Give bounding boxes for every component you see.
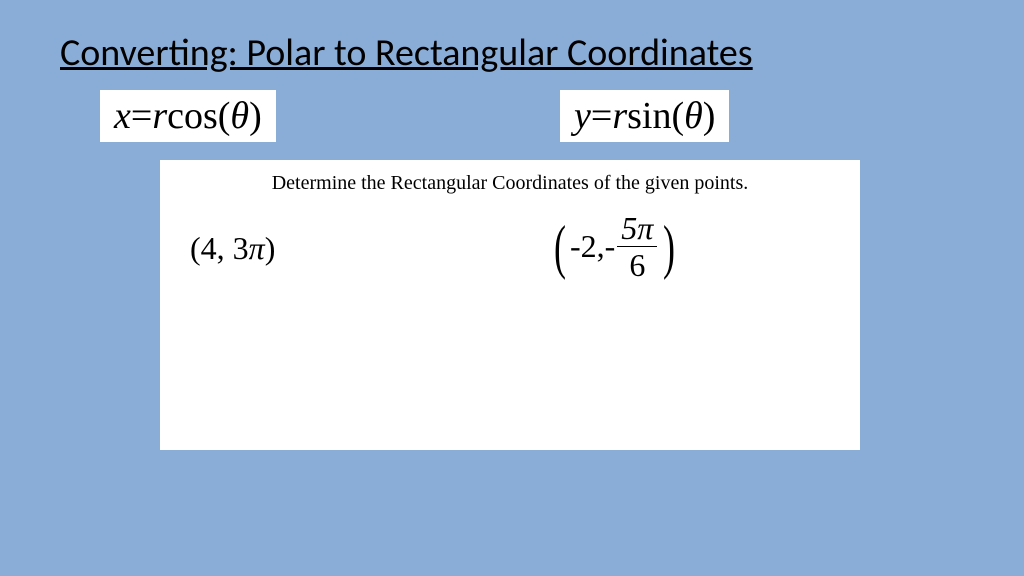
p1-coeff: 3 (233, 230, 249, 266)
point-2: ( -2, - 5π 6 ) (550, 212, 679, 281)
formula-y-eq: = (591, 94, 612, 138)
formula-y: y = rsin(θ) (560, 90, 729, 142)
formula-x-r: r (152, 94, 167, 138)
p1-sep: , (217, 230, 233, 266)
formula-x-open: ( (218, 94, 231, 138)
p2-num-coeff: 5 (621, 210, 637, 246)
p2-numerator: 5π (617, 212, 657, 247)
p2-open: ( (554, 217, 566, 277)
formula-x-close: ) (249, 94, 262, 138)
p1-open: ( (190, 230, 201, 266)
formula-x-fn: cos (167, 94, 218, 138)
instruction-text: Determine the Rectangular Coordinates of… (160, 172, 860, 195)
point-1: (4, 3π) (190, 230, 275, 267)
formula-x: x = rcos(θ) (100, 90, 276, 142)
p2-fraction: 5π 6 (617, 212, 657, 281)
p2-r: -2 (570, 228, 597, 265)
formula-y-fn: sin (627, 94, 671, 138)
p2-num-pi: π (637, 210, 653, 246)
formula-y-open: ( (671, 94, 684, 138)
p2-neg: - (605, 228, 616, 265)
formula-y-r: r (612, 94, 627, 138)
formula-x-lhs: x (114, 94, 131, 138)
p1-r: 4 (201, 230, 217, 266)
slide-title: Converting: Polar to Rectangular Coordin… (60, 30, 753, 76)
formula-y-close: ) (703, 94, 716, 138)
formula-y-arg: θ (684, 94, 703, 138)
p2-denominator: 6 (629, 247, 645, 281)
work-panel: Determine the Rectangular Coordinates of… (160, 160, 860, 450)
formula-x-arg: θ (230, 94, 249, 138)
p2-sep: , (597, 228, 605, 265)
p1-close: ) (265, 230, 276, 266)
p2-close: ) (663, 217, 675, 277)
p1-pi: π (249, 230, 265, 266)
formula-x-eq: = (131, 94, 152, 138)
formula-y-lhs: y (574, 94, 591, 138)
